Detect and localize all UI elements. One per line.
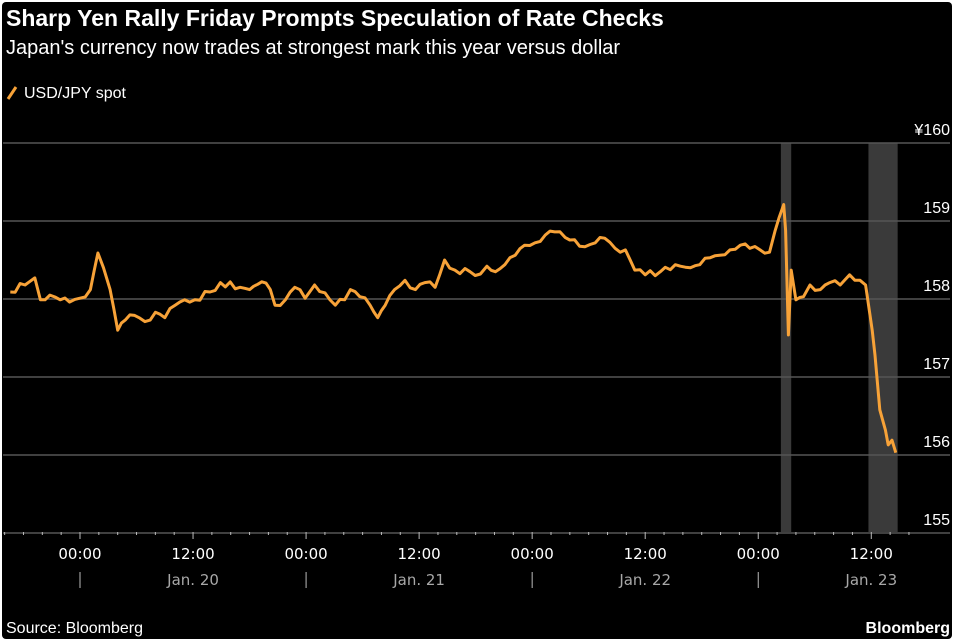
legend-swatch — [6, 86, 18, 100]
x-tick-label: 00:00 — [284, 545, 327, 563]
x-tick-label: 12:00 — [850, 545, 893, 563]
legend: USD/JPY spot — [6, 85, 127, 102]
x-tick-label: 00:00 — [58, 545, 101, 563]
y-tick-label: 155 — [923, 512, 950, 529]
x-tick-label: 12:00 — [398, 545, 441, 563]
legend-label: USD/JPY spot — [24, 85, 127, 102]
y-tick-label: 156 — [923, 434, 950, 451]
x-date-label: Jan. 20 — [166, 571, 219, 589]
x-tick-label: 12:00 — [171, 545, 214, 563]
shaded-period — [780, 143, 792, 532]
y-tick-label: 158 — [923, 278, 950, 295]
chart-subtitle: Japan's currency now trades at strongest… — [6, 37, 620, 59]
x-tick-label: 00:00 — [511, 545, 554, 563]
x-date-label: Jan. 23 — [844, 571, 897, 589]
chart-title: Sharp Yen Rally Friday Prompts Speculati… — [6, 5, 664, 31]
y-tick-label: 157 — [923, 356, 950, 373]
y-tick-label: 159 — [923, 200, 950, 217]
series-line-usdjpy — [10, 203, 898, 454]
x-tick-label: 00:00 — [737, 545, 780, 563]
source-note: Source: Bloomberg — [6, 620, 143, 637]
y-tick-label: ¥160 — [913, 122, 950, 139]
x-tick-label: 12:00 — [624, 545, 667, 563]
x-date-label: Jan. 22 — [618, 571, 671, 589]
brand-logo: Bloomberg — [866, 620, 950, 637]
x-date-label: Jan. 21 — [392, 571, 445, 589]
